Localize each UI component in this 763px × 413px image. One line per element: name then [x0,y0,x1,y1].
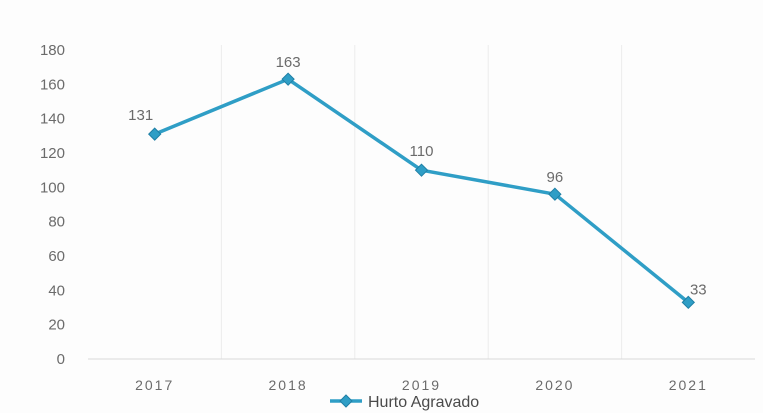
data-point-marker [281,72,295,86]
legend-label: Hurto Agravado [368,394,479,411]
x-tick-label: 2020 [535,377,574,393]
x-tick-label: 2019 [402,377,441,393]
series [147,72,696,310]
data-point-marker [147,127,162,141]
y-tick-label: 20 [48,317,65,334]
axes: 0 20 40 60 80 100 120 140 160 180 2017 2018 2019 2020… [40,42,755,393]
y-tick-label: 60 [48,248,65,265]
data-point-marker [681,295,696,310]
data-label: 96 [547,169,564,186]
series-line [154,77,690,304]
y-tick-label: 120 [40,145,65,162]
data-label: 131 [128,107,153,124]
y-tick-label: 80 [48,214,65,231]
legend-marker-swatch [339,394,353,408]
data-point-marker [414,163,429,177]
data-labels: 131 163 110 96 33 [128,54,706,298]
x-tick-label: 2018 [269,377,308,393]
legend: Hurto Agravado [330,394,479,411]
y-tick-label: 0 [57,351,65,368]
data-label: 163 [276,54,301,71]
data-point-marker [548,187,562,201]
y-tick-label: 160 [40,76,65,93]
y-tick-label: 180 [40,42,65,59]
y-tick-label: 100 [40,179,65,196]
grid [220,45,623,359]
data-label: 33 [690,281,707,298]
y-tick-label: 40 [48,282,65,299]
data-label: 110 [410,143,434,160]
x-tick-label: 2021 [669,377,708,393]
x-tick-label: 2017 [135,377,174,393]
y-tick-label: 140 [40,111,65,128]
